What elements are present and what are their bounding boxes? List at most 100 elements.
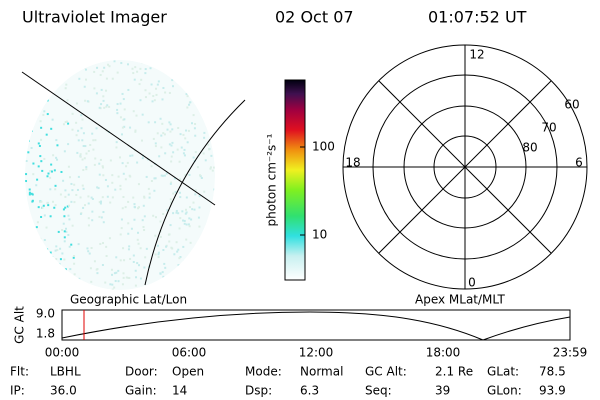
speckle <box>60 282 63 285</box>
speckle <box>145 247 148 250</box>
speckle <box>102 211 105 214</box>
speckle <box>174 190 177 193</box>
speckle <box>157 256 160 259</box>
speckle <box>113 272 116 275</box>
speckle <box>27 69 30 72</box>
speckle <box>127 88 130 91</box>
speckle <box>116 108 119 111</box>
speckle <box>175 241 178 244</box>
lat-label: 80 <box>522 141 537 155</box>
speckle <box>193 208 196 211</box>
speckle <box>29 240 32 243</box>
colorbar-tick-label: 100 <box>312 140 335 154</box>
speckle <box>46 99 49 102</box>
speckle <box>77 139 80 142</box>
speckle <box>212 244 215 247</box>
mlt-label: 0 <box>468 276 476 290</box>
speckle <box>25 199 28 202</box>
speckle <box>94 157 97 160</box>
speckle <box>85 152 88 155</box>
speckle <box>165 172 168 175</box>
speckle <box>45 226 48 229</box>
speckle <box>121 92 124 95</box>
speckle <box>91 132 94 135</box>
speckle <box>81 158 84 161</box>
speckle <box>75 134 78 137</box>
speckle <box>203 96 206 99</box>
speckle <box>32 173 35 176</box>
speckle <box>45 95 48 98</box>
speckle <box>132 110 135 113</box>
speckle <box>111 273 114 276</box>
field-value: 39 <box>435 384 450 398</box>
speckle <box>54 249 57 252</box>
speckle <box>48 264 51 267</box>
speckle <box>42 252 45 255</box>
speckle <box>93 70 96 73</box>
speckle <box>37 206 40 209</box>
speckle <box>109 159 112 162</box>
speckle <box>104 281 107 284</box>
speckle <box>39 155 42 158</box>
speckle <box>71 189 74 192</box>
speckle <box>30 113 33 116</box>
speckle <box>102 242 105 245</box>
speckle <box>162 132 165 135</box>
speckle <box>59 193 62 196</box>
speckle <box>163 174 166 177</box>
speckle <box>201 64 204 67</box>
speckle <box>149 67 152 70</box>
speckle <box>134 130 137 133</box>
speckle <box>193 264 196 267</box>
speckle <box>185 211 188 214</box>
speckle <box>39 285 42 288</box>
speckle <box>177 248 180 251</box>
speckle <box>154 142 157 145</box>
speckle <box>63 67 66 70</box>
speckle <box>87 250 90 253</box>
speckle <box>144 96 147 99</box>
field-value: 93.9 <box>539 384 566 398</box>
speckle <box>168 143 171 146</box>
speckle <box>183 154 186 157</box>
speckle <box>207 108 210 111</box>
speckle <box>145 175 148 178</box>
speckle <box>154 121 157 124</box>
speckle <box>25 248 28 251</box>
speckle <box>181 210 184 213</box>
speckle <box>46 175 49 178</box>
speckle <box>58 262 61 265</box>
speckle <box>213 84 215 87</box>
speckle <box>67 233 70 236</box>
speckle <box>116 103 119 106</box>
speckle <box>187 129 190 132</box>
speckle <box>51 256 54 259</box>
speckle <box>183 219 186 222</box>
speckle <box>170 246 173 249</box>
speckle <box>54 70 57 73</box>
speckle <box>27 139 30 142</box>
field-value: 2.1 Re <box>435 365 473 379</box>
speckle <box>137 206 140 209</box>
speckle <box>121 207 124 210</box>
speckle <box>53 169 56 172</box>
speckle <box>151 100 154 103</box>
speckle <box>162 174 165 177</box>
speckle <box>171 141 174 144</box>
speckle <box>197 216 200 219</box>
speckle <box>80 114 83 117</box>
speckle <box>152 137 155 140</box>
speckle <box>182 152 185 155</box>
speckle <box>173 177 176 180</box>
speckle <box>108 237 111 240</box>
y-tick-label: 9.0 <box>36 307 55 321</box>
speckle <box>40 160 43 163</box>
speckle <box>142 204 145 207</box>
speckle <box>43 110 46 113</box>
speckle <box>184 137 187 140</box>
speckle <box>183 285 186 288</box>
speckle <box>27 151 30 154</box>
speckle <box>76 188 79 191</box>
speckle <box>179 133 182 136</box>
speckle <box>182 219 185 222</box>
